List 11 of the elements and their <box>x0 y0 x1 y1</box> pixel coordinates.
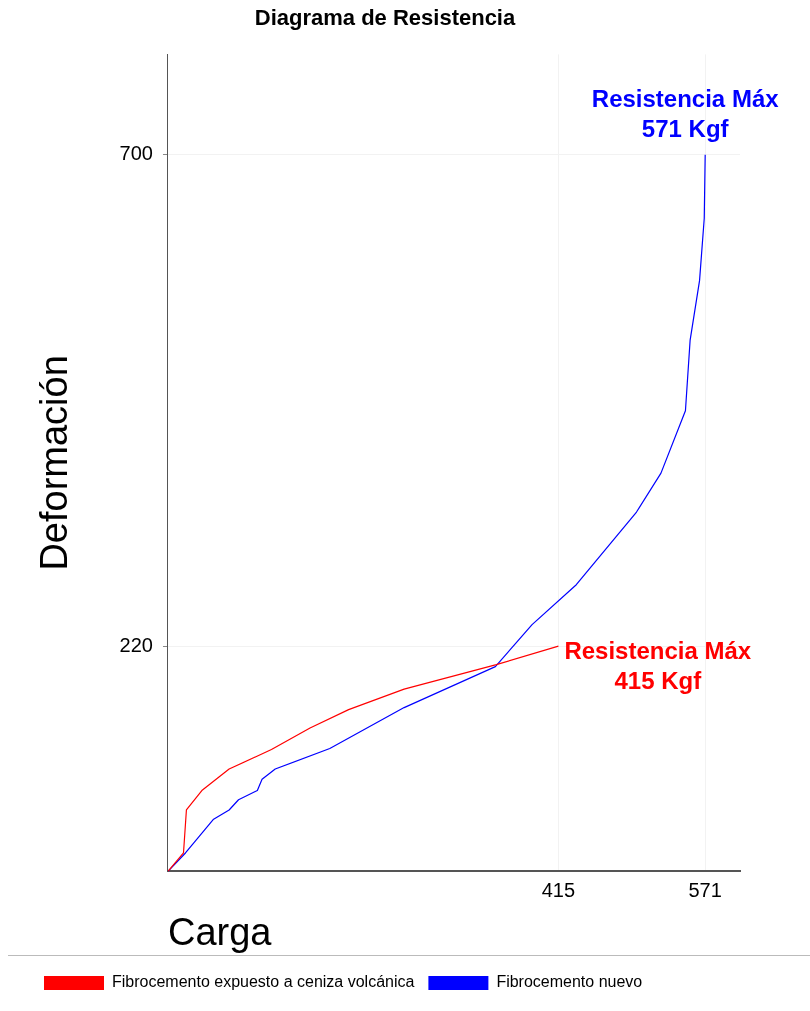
y-tick-label: 700 <box>119 142 153 165</box>
x-axis-title: Carga <box>167 910 273 953</box>
x-tick-label: 571 <box>688 878 722 901</box>
y-tick-label: 220 <box>119 633 153 656</box>
x-tick-label: 415 <box>541 878 576 901</box>
y-axis-title: Deformación <box>33 355 76 571</box>
legend-label: Fibrocemento nuevo <box>496 973 643 991</box>
annotation: Resistencia Máx 415 Kgf <box>564 636 752 694</box>
chart-title: Diagrama de Resistencia <box>254 5 516 31</box>
legend-label: Fibrocemento expuesto a ceniza volcánica <box>112 973 415 991</box>
annotation: Resistencia Máx 571 Kgf <box>591 85 780 143</box>
